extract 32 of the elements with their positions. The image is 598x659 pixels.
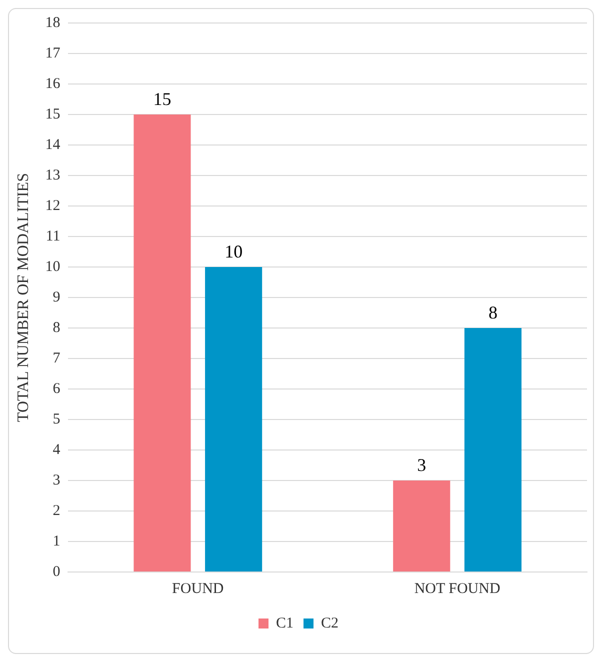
x-tick-label: FOUND [172,580,224,597]
y-tick-label: 7 [52,350,61,366]
legend-label: C2 [321,615,339,632]
data-label: 3 [417,455,426,476]
y-tick-label: 16 [45,76,61,92]
bar [464,328,522,572]
y-tick-label: 14 [45,136,61,153]
y-tick-label: 11 [46,228,60,244]
y-tick-label: 4 [52,442,61,458]
y-tick-label: 12 [45,198,60,214]
y-tick-label: 18 [45,14,60,31]
y-tick-label: 13 [45,167,60,184]
y-tick-label: 0 [52,564,60,580]
data-label: 8 [488,302,498,323]
y-tick-label: 15 [45,106,60,122]
y-axis-title: TOTAL NUMBER OF MODALITIES [14,173,32,422]
y-tick-label: 3 [52,472,60,488]
y-tick-label: 9 [52,289,60,306]
bar [393,480,450,572]
y-tick-label: 8 [52,320,60,336]
y-tick-label: 6 [52,380,61,397]
data-label: 15 [153,89,172,110]
legend-label: C1 [276,615,294,632]
y-tick-label: 1 [52,533,60,550]
bar [134,114,191,572]
x-tick-label: NOT FOUND [414,580,500,597]
y-tick-label: 10 [45,258,60,275]
bar [205,267,262,572]
y-tick-label: 2 [52,502,60,519]
y-tick-label: 5 [52,411,60,428]
data-label: 10 [224,242,243,262]
y-tick-label: 17 [45,45,61,62]
